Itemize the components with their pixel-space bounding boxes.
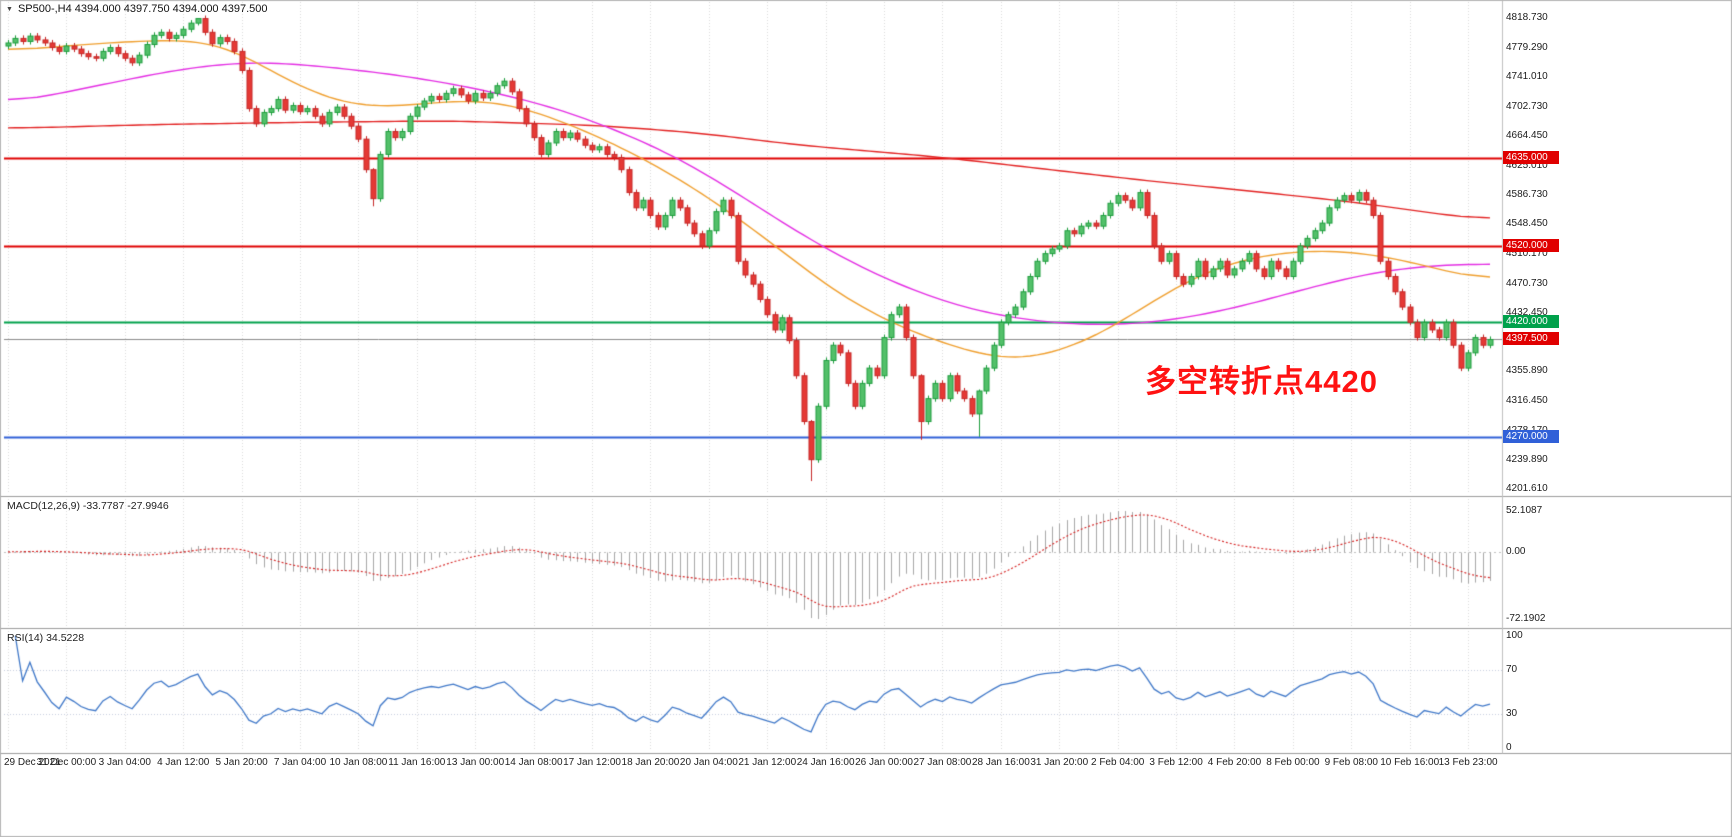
macd-indicator-label: MACD(12,26,9) -33.7787 -27.9946 [7,500,169,512]
chart-annotation: 多空转折点4420 [1145,364,1378,399]
rsi-indicator-label: RSI(14) 34.5228 [7,632,85,644]
chart-header: ▼ SP500-,H4 4394.000 4397.750 4394.000 4… [6,3,268,15]
symbol-dropdown-icon[interactable]: ▼ [6,5,13,13]
ohlc-readout: SP500-,H4 4394.000 4397.750 4394.000 439… [17,3,268,15]
